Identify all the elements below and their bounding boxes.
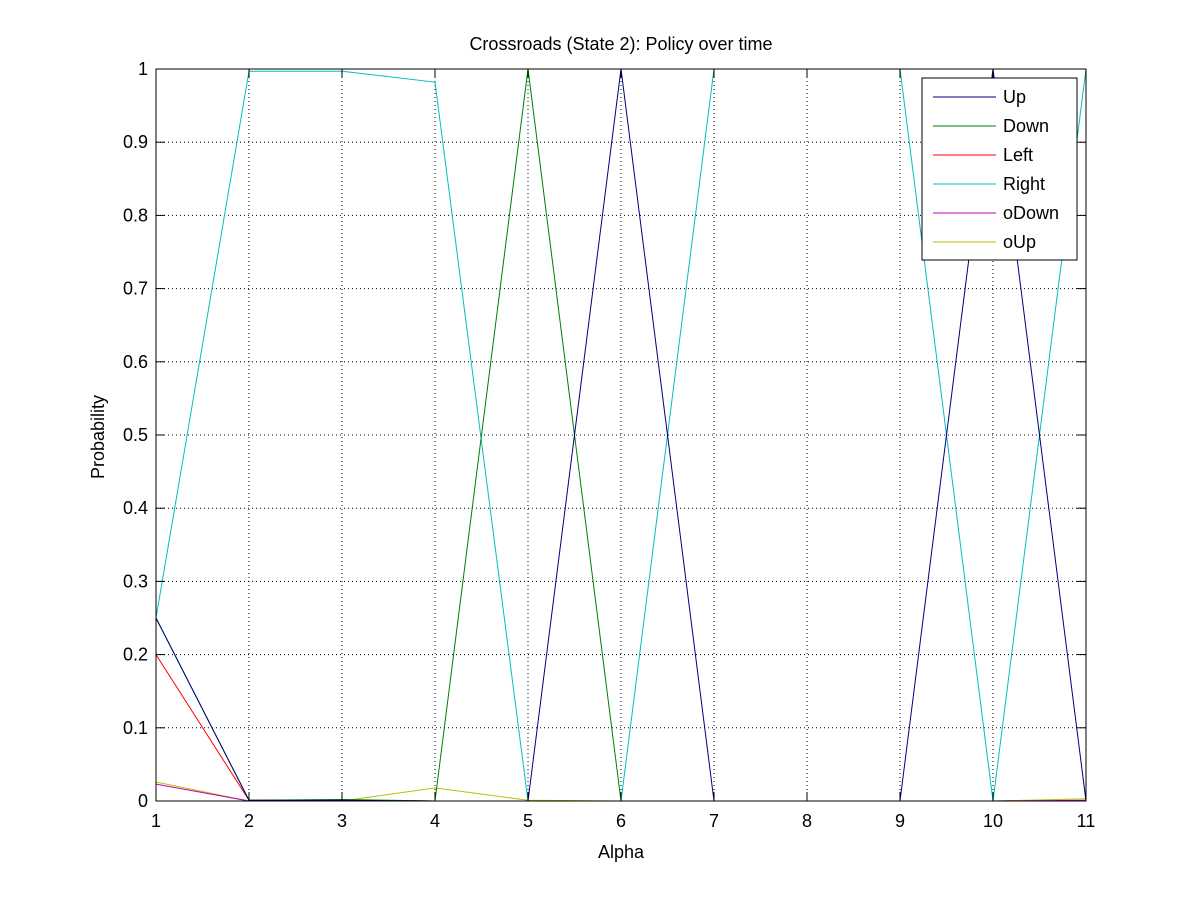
x-tick-label: 6 <box>616 811 626 831</box>
y-tick-label: 1 <box>138 59 148 79</box>
y-tick-label: 0.9 <box>123 132 148 152</box>
y-tick-label: 0.8 <box>123 205 148 225</box>
y-tick-label: 0.7 <box>123 279 148 299</box>
x-tick-label: 11 <box>1077 811 1096 831</box>
y-tick-labels: 0 0.1 0.2 0.3 0.4 0.5 0.6 0.7 0.8 0.9 1 <box>123 59 148 811</box>
legend-label-odown: oDown <box>1003 203 1059 223</box>
x-tick-label: 9 <box>895 811 905 831</box>
legend-label-up: Up <box>1003 87 1026 107</box>
y-tick-label: 0.5 <box>123 425 148 445</box>
y-axis-label: Probability <box>88 395 108 479</box>
legend-label-right: Right <box>1003 174 1045 194</box>
x-tick-label: 7 <box>709 811 719 831</box>
y-tick-label: 0.3 <box>123 571 148 591</box>
x-tick-label: 1 <box>151 811 161 831</box>
x-tick-label: 10 <box>983 811 1003 831</box>
ticks <box>155 68 1087 802</box>
legend: Up Down Left Right oDown oUp <box>921 77 1078 261</box>
x-axis-label: Alpha <box>598 842 645 862</box>
x-tick-label: 4 <box>430 811 440 831</box>
x-tick-label: 8 <box>802 811 812 831</box>
legend-items: Up Down Left Right oDown oUp <box>933 87 1059 252</box>
y-tick-label: 0 <box>138 791 148 811</box>
y-tick-label: 0.1 <box>123 718 148 738</box>
y-tick-label: 0.4 <box>123 498 148 518</box>
x-tick-label: 5 <box>523 811 533 831</box>
x-tick-label: 3 <box>337 811 347 831</box>
x-tick-label: 2 <box>244 811 254 831</box>
legend-label-oup: oUp <box>1003 232 1036 252</box>
legend-label-left: Left <box>1003 145 1033 165</box>
legend-box <box>921 77 1078 261</box>
grid <box>156 69 1086 801</box>
y-tick-label: 0.6 <box>123 352 148 372</box>
chart-title: Crossroads (State 2): Policy over time <box>469 34 772 54</box>
y-tick-label: 0.2 <box>123 645 148 665</box>
x-tick-labels: 1 2 3 4 5 6 7 8 9 10 11 <box>151 811 1095 831</box>
legend-label-down: Down <box>1003 116 1049 136</box>
